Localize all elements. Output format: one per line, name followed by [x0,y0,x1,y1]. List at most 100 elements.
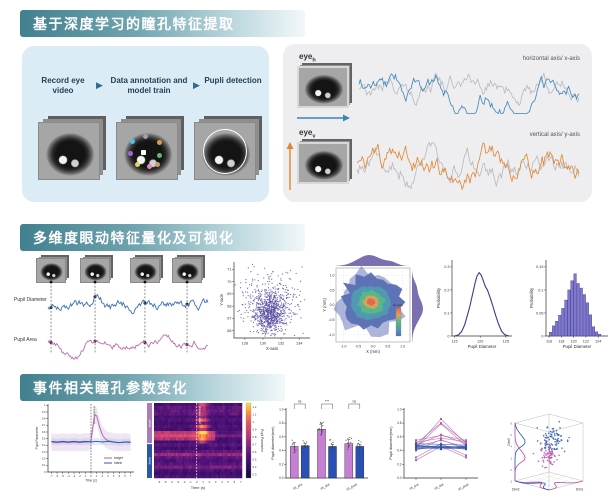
grouped-bar-chart: 0.0 0.2 0.4 0.6 0.8 1.0 Pupil diameter(mm) ns st… [271,400,368,491]
svg-text:-1: -1 [84,474,87,478]
svg-text:Time (s): Time (s) [191,485,206,490]
svg-text:118: 118 [558,339,564,343]
svg-text:0.5: 0.5 [253,457,257,461]
svg-text:-2: -2 [79,474,82,478]
svg-text:1.2: 1.2 [253,405,257,409]
svg-text:0.0: 0.0 [279,476,284,480]
svg-text:0.8: 0.8 [279,421,284,425]
annotation-dot [135,162,140,168]
svg-text:1.1: 1.1 [253,412,257,416]
svg-text:70: 70 [227,280,231,284]
svg-text:0.6: 0.6 [253,450,257,454]
svg-text:68: 68 [227,304,231,308]
flow-arrow-icon: ▶ [193,80,200,90]
svg-text:4: 4 [221,480,223,484]
svg-text:-4: -4 [170,480,173,484]
svg-text:0.7: 0.7 [42,423,46,427]
svg-text:sti_post: sti_post [346,482,358,491]
flow-arrow-icon: ▶ [96,80,103,90]
svg-text:3: 3 [215,480,217,484]
svg-text:Pupil Parameter: Pupil Parameter [35,426,39,450]
svg-text:0.9: 0.9 [253,427,257,431]
svg-text:0.2: 0.2 [397,462,402,466]
svg-text:0: 0 [44,470,46,474]
svg-text:Dim2: Dim2 [512,488,520,492]
pipeline-panel: Record eye video ▶ Data annotation and m… [22,46,269,202]
svg-text:0.05: 0.05 [536,311,543,315]
svg-text:0.2: 0.2 [279,462,284,466]
svg-text:0.7: 0.7 [253,442,257,446]
section1-title: 基于深度学习的瞳孔特征提取 [33,15,235,32]
eye-v-label: eyev [299,128,316,140]
svg-text:X (mm): X (mm) [366,349,380,354]
annotation-dot [141,149,146,155]
svg-text:sti_dur: sti_dur [320,482,332,491]
svg-text:stimulus onset: stimulus onset [93,406,97,424]
svg-text:5: 5 [119,474,121,478]
svg-text:122: 122 [583,339,589,343]
svg-text:6: 6 [234,480,236,484]
gaze-scatter-chart: 128 130 132 134 66 67 68 69 70 71 X-axis Y-axis [219,262,310,351]
pupil-kde-chart: 115 120 125 0 0.1 0.2 0.3 Pupil Diameter Probabi… [436,260,512,349]
svg-text:0.3: 0.3 [444,265,449,269]
svg-text:sti_post: sti_post [457,482,469,491]
svg-text:Dim1: Dim1 [576,488,584,492]
h-axis-annotation: horizontal axis/ x-axis [522,56,580,62]
pupil-area-label: Pupil Area [14,337,37,343]
svg-text:-0.5: -0.5 [355,345,361,349]
svg-text:-6: -6 [56,474,59,478]
svg-text:0.4: 0.4 [253,465,257,469]
svg-text:1: 1 [96,474,98,478]
svg-text:target: target [114,456,123,460]
svg-text:-1: -1 [189,480,192,484]
svg-text:0.6: 0.6 [42,430,46,434]
svg-text:stimulus onset: stimulus onset [198,406,202,424]
svg-text:-5: -5 [62,474,65,478]
svg-text:66: 66 [227,329,231,333]
svg-text:0.5: 0.5 [330,288,335,292]
svg-text:0.3: 0.3 [42,450,46,454]
svg-text:1.0: 1.0 [400,345,405,349]
svg-text:2: 2 [209,480,211,484]
svg-text:0.1: 0.1 [42,463,46,467]
svg-text:blank: blank [148,457,152,465]
svg-text:0: 0 [90,474,92,478]
section2-title: 多维度眼动特征量化及可视化 [33,229,235,246]
svg-text:0: 0 [196,480,198,484]
pupil-diameter-label: Pupil Diameter [14,297,47,303]
svg-text:Pupil diameter(mm): Pupil diameter(mm) [389,426,393,460]
svg-text:0.0: 0.0 [397,476,402,480]
horizontal-trace-chart [358,72,580,115]
svg-text:ns: ns [298,400,302,404]
svg-text:71: 71 [227,268,231,272]
svg-text:target: target [148,419,152,427]
eye-h-label: eyeh [299,52,316,64]
svg-text:132: 132 [278,341,284,345]
svg-text:4: 4 [113,474,115,478]
svg-text:0: 0 [541,334,543,338]
svg-text:Y (mm): Y (mm) [322,298,327,312]
svg-text:-2: -2 [510,481,513,484]
svg-text:X-axis: X-axis [266,346,279,351]
svg-text:***: *** [325,400,330,404]
svg-text:1.0: 1.0 [330,274,335,278]
svg-text:Time (s): Time (s) [85,479,97,483]
svg-text:Pupil diameter(mm): Pupil diameter(mm) [271,426,275,460]
annotation-dot [147,164,152,170]
svg-text:0.0: 0.0 [371,345,376,349]
pupil-detection-circle-icon [203,128,248,175]
step-detect: Pupli detection [204,76,262,85]
svg-text:120: 120 [570,339,576,343]
svg-text:0.4: 0.4 [279,449,284,453]
svg-text:67: 67 [227,317,231,321]
svg-text:-7: -7 [50,474,53,478]
annotation-dot [155,162,161,168]
svg-text:0.9: 0.9 [42,410,46,414]
svg-text:Y-axis: Y-axis [219,293,224,306]
svg-text:-2: -2 [183,480,186,484]
svg-text:Probability: Probability [529,287,534,308]
svg-text:2: 2 [511,457,513,460]
svg-text:0.2: 0.2 [42,457,46,461]
svg-text:3: 3 [107,474,109,478]
